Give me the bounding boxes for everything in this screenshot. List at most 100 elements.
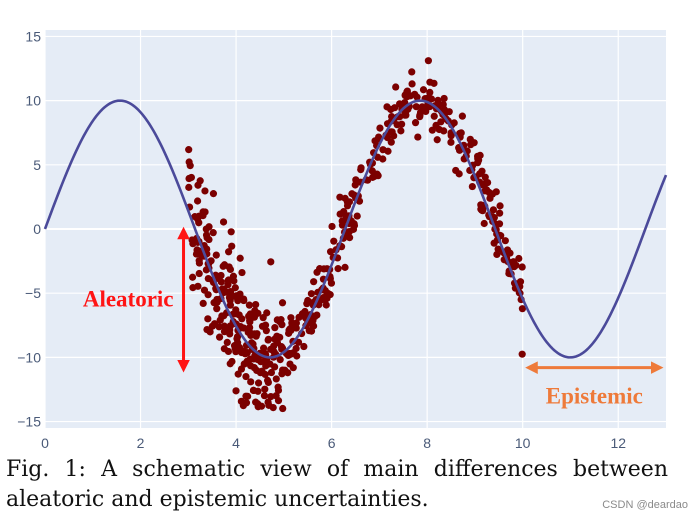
scatter-point [351,181,359,189]
scatter-point [408,68,416,76]
scatter-point [267,258,275,266]
scatter-point [225,248,233,256]
scatter-point [209,229,217,237]
scatter-point [274,397,283,405]
scatter-point [237,365,246,373]
scatter-point [217,278,225,286]
scatter-point [228,242,236,250]
scatter-point [458,112,466,120]
scatter-point [194,215,202,223]
scatter-point [313,268,321,276]
scatter-point [279,404,287,413]
scatter-point [224,281,232,289]
scatter-point [392,83,400,91]
scatter-point [322,301,330,309]
x-tick-label: 0 [41,435,49,451]
scatter-point [482,186,491,194]
scatter-point [278,299,287,307]
scatter-point [188,273,197,281]
scatter-point [242,372,250,381]
scatter-point [328,222,336,231]
chart: 15 10 5 0 −5 −10 −15 0 2 4 6 8 10 12 Aleatoric Epist… [17,28,668,451]
scatter-point [205,223,213,231]
scatter-point [401,91,409,100]
scatter-point [496,202,504,210]
scatter-point [307,327,316,335]
scatter-point [447,138,455,146]
scatter-point [195,259,204,267]
scatter-point [267,368,276,377]
epistemic-label: Epistemic [546,384,643,409]
scatter-point [213,305,221,313]
scatter-point [219,218,228,226]
scatter-point [518,305,527,313]
scatter-point [452,166,460,175]
y-tick-label: −5 [25,285,41,301]
scatter-point [185,174,193,183]
y-tick-label: −10 [17,349,41,365]
scatter-point [313,311,321,319]
scatter-point [476,151,484,159]
scatter-point [357,164,365,172]
scatter-point [467,141,475,149]
scatter-point [466,135,474,143]
scatter-point [205,235,213,244]
scatter-point [489,206,498,214]
scatter-point [330,237,338,245]
scatter-point [201,187,209,195]
scatter-point [293,352,301,360]
scatter-point [253,330,261,338]
scatter-point [195,269,203,278]
scatter-point [252,398,260,406]
scatter-point [320,265,328,273]
scatter-point [397,127,405,135]
scatter-point [238,268,246,277]
scatter-point [287,350,295,358]
scatter-point [300,342,308,351]
scatter-point [447,132,455,140]
scatter-point [223,338,231,347]
scatter-point [298,310,307,318]
scatter-point [194,282,202,290]
y-tick-label: 15 [25,28,41,44]
scatter-point [486,194,494,202]
scatter-point [220,323,228,331]
scatter-point [435,125,443,134]
scatter-point [226,265,234,274]
sine-curve [43,99,668,359]
scatter-point [355,197,364,205]
scatter-point [261,385,269,393]
scatter-point [258,322,267,330]
scatter-point [518,263,526,271]
scatter-point [341,263,349,271]
scatter-point [304,296,312,305]
scatter-point [246,328,254,336]
scatter-point [270,342,278,350]
caption-line-1: Fig. 1: A schematic view of main differe… [6,457,668,482]
scatter-point [240,324,248,332]
scatter-point [226,301,235,309]
scatter-point [401,111,409,119]
scatter-point [185,146,193,154]
scatter-point [199,299,207,308]
scatter-point [468,182,476,191]
scatter-point [369,173,377,181]
scatter-point [326,275,334,283]
scatter-point [292,344,300,353]
scatter-point [204,315,212,323]
scatter-point [264,376,272,384]
scatter-point [193,197,202,205]
scatter-point [192,250,201,258]
scatter-point [229,292,237,300]
scatter-point [215,333,224,341]
scatter-point [246,310,254,318]
scatter-point [515,254,523,263]
scatter-point [426,88,434,97]
scatter-point [307,290,316,298]
scatter-point [414,133,422,141]
scatter-point [287,314,295,322]
scatter-point [236,254,244,262]
scatter-point [343,198,351,206]
scatter-point [254,387,262,395]
scatter-point [334,265,342,273]
